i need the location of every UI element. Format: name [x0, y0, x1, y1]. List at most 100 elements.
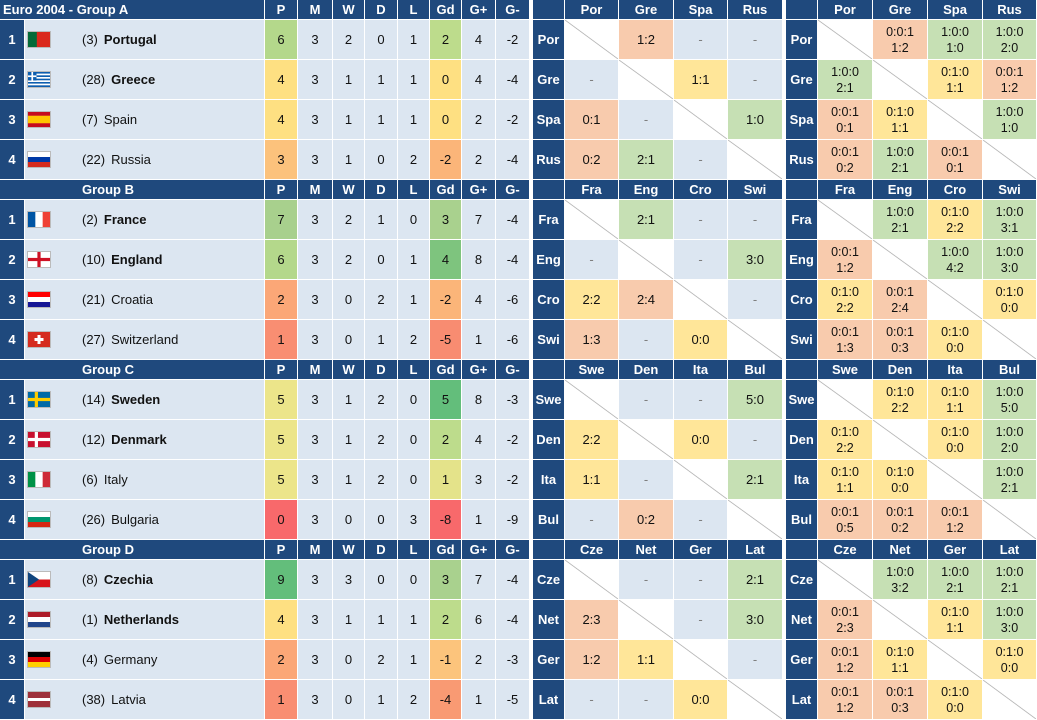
team-cell: (3) Portugal: [25, 20, 265, 60]
matrix-row-label: Den: [786, 420, 818, 460]
stat-value: -2: [496, 420, 530, 460]
matrix-row-label: Gre: [786, 60, 818, 100]
result-cell: 1:2: [565, 640, 619, 680]
stat-value: 0: [333, 280, 365, 320]
stat-value: 3: [298, 680, 333, 720]
detail-cell: 0:0:1 0:1: [818, 100, 873, 140]
stat-value: 0: [430, 100, 462, 140]
stat-value: 9: [265, 560, 298, 600]
stat-value: 3: [298, 200, 333, 240]
detail-record: 0:1:0: [995, 644, 1024, 659]
seed: (28): [82, 72, 106, 87]
detail-record: 1:0:0: [995, 464, 1024, 479]
team-cell: (6) Italy: [25, 460, 265, 500]
stat-value: -3: [496, 640, 530, 680]
seed: (3): [82, 32, 98, 47]
stat-value: 1: [333, 600, 365, 640]
detail-score: 3:1: [1000, 220, 1019, 235]
team-name: Croatia: [111, 292, 154, 307]
detail-score: 0:1: [836, 120, 854, 135]
result-cell: 0:2: [619, 500, 674, 540]
detail-score: 0:3: [891, 700, 909, 715]
detail-score: 1:0: [946, 40, 964, 55]
matrix-row-label: Gre: [533, 60, 565, 100]
stat-value: 6: [265, 20, 298, 60]
diagonal-cell: [873, 420, 928, 460]
detail-cell: 0:0:1 2:4: [873, 280, 928, 320]
flag-icon: [27, 571, 51, 588]
detail-cell: 0:1:0 1:1: [928, 60, 983, 100]
matrix-column-header: Ger: [928, 540, 983, 560]
stat-value: 4: [462, 420, 496, 460]
column-header: P: [265, 540, 298, 560]
detail-score: 0:0: [891, 480, 909, 495]
stat-value: 2: [333, 20, 365, 60]
detail-record: 0:1:0: [941, 384, 969, 399]
detail-record: 0:1:0: [831, 464, 859, 479]
detail-score: 0:0: [1000, 300, 1019, 315]
stat-value: -2: [496, 100, 530, 140]
detail-record: 0:0:1: [886, 24, 914, 39]
matrix-row-label: Net: [533, 600, 565, 640]
matrix-row-label: Ita: [533, 460, 565, 500]
result-cell: 0:0: [674, 320, 728, 360]
detail-record: 1:0:0: [941, 24, 969, 39]
rank: 3: [0, 100, 25, 140]
detail-record: 0:1:0: [941, 424, 969, 439]
stat-value: 1: [398, 600, 430, 640]
stat-value: 1: [462, 500, 496, 540]
rank: 3: [0, 460, 25, 500]
detail-score: 0:2: [891, 520, 909, 535]
stat-value: 0: [430, 60, 462, 100]
matrix-row-label: Ger: [786, 640, 818, 680]
column-header: Gd: [430, 0, 462, 20]
detail-record: 1:0:0: [995, 104, 1024, 119]
detail-score: 2:1: [946, 580, 964, 595]
detail-cell: 1:0:0 5:0: [983, 380, 1037, 420]
stat-value: 3: [298, 280, 333, 320]
stat-value: -4: [496, 600, 530, 640]
detail-record: 0:0:1: [831, 324, 859, 339]
stat-value: 3: [298, 380, 333, 420]
matrix-column-header: Net: [619, 540, 674, 560]
stat-value: 1: [365, 100, 398, 140]
seed: (14): [82, 392, 106, 407]
stat-value: 2: [365, 280, 398, 320]
stat-value: 2: [462, 100, 496, 140]
detail-score: 1:2: [891, 40, 909, 55]
matrix-column-header: Swe: [818, 360, 873, 380]
column-header: G+: [462, 360, 496, 380]
column-header: L: [398, 180, 430, 200]
rank: 1: [0, 200, 25, 240]
detail-cell: 1:0:0 2:1: [983, 460, 1037, 500]
group-header: Group B: [0, 180, 265, 200]
rank: 3: [0, 640, 25, 680]
stat-value: 4: [430, 240, 462, 280]
detail-cell: 0:1:0 0:0: [928, 680, 983, 720]
matrix-row-label: Fra: [786, 200, 818, 240]
stat-value: 2: [333, 200, 365, 240]
detail-record: 0:0:1: [831, 104, 859, 119]
detail-score: 1:1: [836, 480, 854, 495]
stat-value: 2: [462, 640, 496, 680]
rank: 2: [0, 600, 25, 640]
result-cell: 5:0: [728, 380, 783, 420]
stat-value: 3: [298, 240, 333, 280]
detail-cell: 0:1:0 0:0: [983, 640, 1037, 680]
stat-value: 1: [365, 200, 398, 240]
detail-score: 1:1: [946, 80, 964, 95]
result-cell: 3:0: [728, 600, 783, 640]
team-name: Netherlands: [103, 612, 180, 627]
team-name: Portugal: [103, 32, 157, 47]
detail-record: 0:1:0: [941, 324, 969, 339]
matrix-row-label: Eng: [533, 240, 565, 280]
detail-score: 0:0: [946, 440, 964, 455]
detail-cell: 0:0:1 0:2: [818, 140, 873, 180]
detail-record: 1:0:0: [941, 244, 969, 259]
detail-cell: 0:1:0 2:2: [928, 200, 983, 240]
detail-cell: 1:0:0 2:1: [818, 60, 873, 100]
stat-value: 1: [265, 320, 298, 360]
detail-score: 2:3: [836, 620, 854, 635]
detail-score: 1:2: [836, 700, 854, 715]
result-cell: 2:2: [565, 280, 619, 320]
